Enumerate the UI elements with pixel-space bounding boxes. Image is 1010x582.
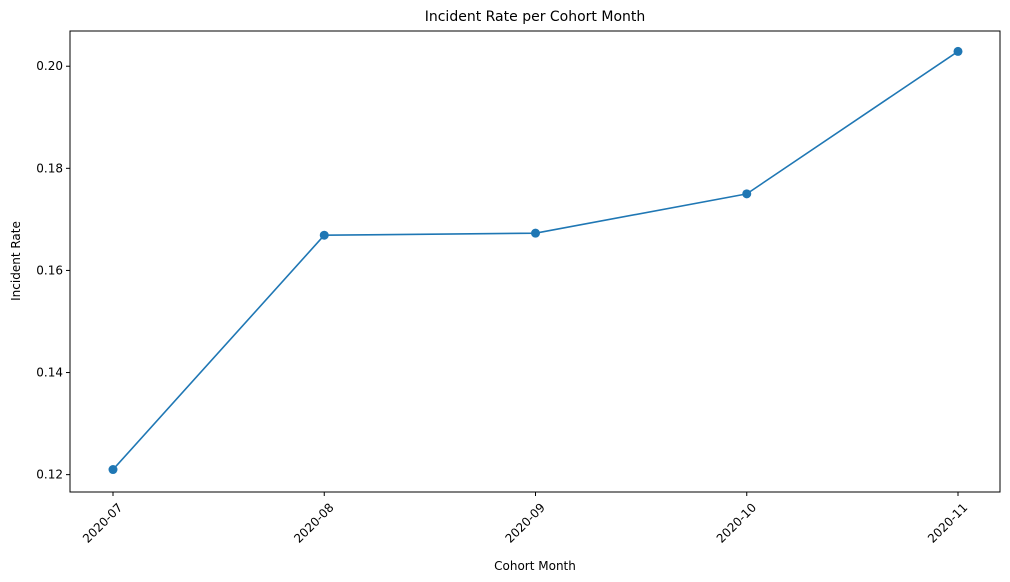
y-tick-label-1: 0.14 [36, 366, 63, 380]
chart-title: Incident Rate per Cohort Month [425, 9, 646, 25]
y-tick-label-4: 0.20 [36, 59, 63, 73]
x-tick-label-0: 2020-07 [80, 500, 125, 545]
y-tick-label-0: 0.12 [36, 468, 63, 482]
x-tick-label-4: 2020-11 [925, 500, 970, 545]
series-line-0 [112, 50, 959, 471]
data-point-0-1 [319, 230, 329, 240]
y-axis-label: Incident Rate [9, 221, 23, 301]
data-point-0-0 [108, 465, 118, 475]
y-tick-label-2: 0.16 [36, 263, 63, 277]
data-point-0-2 [531, 228, 540, 238]
data-point-0-3 [742, 189, 752, 199]
y-tick-label-3: 0.18 [36, 161, 63, 175]
x-tick-label-2: 2020-09 [502, 500, 547, 545]
x-tick-label-3: 2020-10 [714, 500, 759, 545]
plot-frame [69, 30, 1001, 493]
x-tick-label-1: 2020-08 [291, 500, 336, 545]
data-point-0-4 [953, 46, 963, 56]
plot-area: 0.12 0.14 0.16 0.18 0.20 2020-07 2020-08 2020-0… [36, 30, 1001, 546]
x-axis-label: Cohort Month [494, 559, 576, 573]
